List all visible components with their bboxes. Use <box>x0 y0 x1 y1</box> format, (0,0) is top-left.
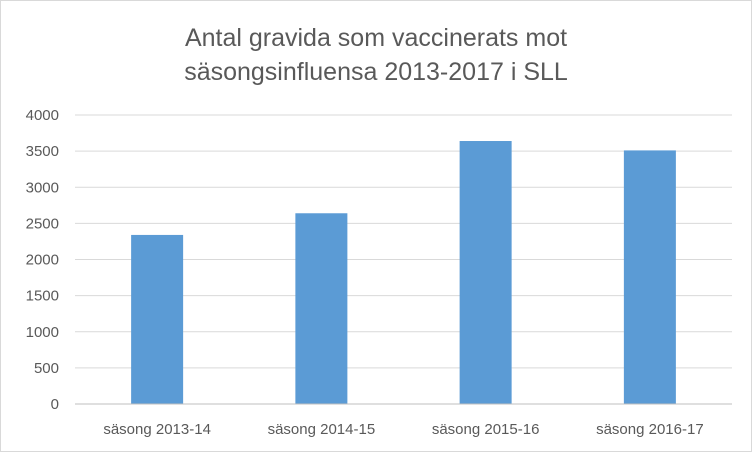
x-category-label: säsong 2015-16 <box>432 421 540 438</box>
bar-3 <box>459 141 512 404</box>
y-tick-label: 500 <box>34 360 59 377</box>
y-tick-label: 0 <box>51 396 59 413</box>
bar-4 <box>623 150 676 404</box>
y-tick-label: 1500 <box>26 288 59 305</box>
chart-title: Antal gravida som vaccinerats mot säsong… <box>1 21 751 89</box>
chart-title-line-2: säsongsinfluensa 2013-2017 i SLL <box>184 58 568 86</box>
y-tick-label: 3500 <box>26 143 59 160</box>
x-category-label: säsong 2014-15 <box>268 421 376 438</box>
y-tick-label: 2500 <box>26 215 59 232</box>
x-category-label: säsong 2016-17 <box>596 421 704 438</box>
y-tick-label: 2000 <box>26 252 59 269</box>
bar-2 <box>295 213 348 404</box>
chart-title-line-1: Antal gravida som vaccinerats mot <box>184 24 568 52</box>
y-tick-label: 4000 <box>26 107 59 124</box>
y-tick-label: 3000 <box>26 179 59 196</box>
y-tick-label: 1000 <box>26 324 59 341</box>
bar-1 <box>131 234 184 404</box>
x-category-label: säsong 2013-14 <box>103 421 211 438</box>
